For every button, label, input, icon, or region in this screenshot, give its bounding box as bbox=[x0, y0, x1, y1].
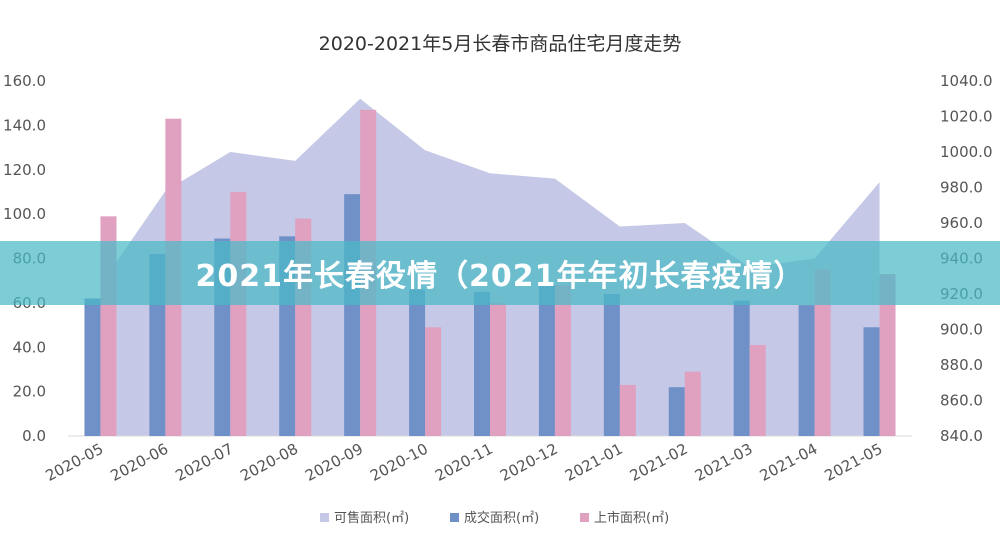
bar-listed-2021-01 bbox=[619, 384, 636, 436]
x-tick-label: 2021-04 bbox=[757, 440, 821, 485]
x-tick-label: 2020-08 bbox=[237, 440, 301, 485]
overlay-banner: 2021年长春役情（2021年年初长春疫情） bbox=[0, 241, 1000, 305]
legend-label: 可售面积(㎡) bbox=[334, 510, 409, 526]
bar-listed-2021-02 bbox=[684, 371, 701, 436]
x-tick-label: 2020-10 bbox=[367, 440, 431, 485]
legend-label: 上市面积(㎡) bbox=[594, 510, 669, 526]
right-tick-label: 1000.0 bbox=[940, 143, 993, 161]
x-tick-label: 2020-09 bbox=[302, 440, 366, 485]
legend-swatch bbox=[320, 513, 329, 522]
left-tick-label: 40.0 bbox=[13, 338, 46, 356]
x-tick-label: 2020-06 bbox=[107, 440, 171, 485]
left-tick-label: 140.0 bbox=[3, 116, 46, 134]
bar-transaction-2021-05 bbox=[863, 327, 880, 436]
bar-transaction-2020-09 bbox=[344, 194, 361, 436]
x-tick-label: 2020-12 bbox=[497, 440, 561, 485]
legend-swatch bbox=[580, 513, 589, 522]
x-tick-label: 2020-11 bbox=[432, 440, 496, 485]
bar-listed-2020-07 bbox=[230, 191, 247, 436]
left-tick-label: 160.0 bbox=[3, 72, 46, 90]
bar-listed-2020-12 bbox=[554, 285, 571, 436]
x-tick-label: 2020-05 bbox=[43, 440, 107, 485]
banner-text: 2021年长春役情（2021年年初长春疫情） bbox=[195, 259, 805, 294]
right-tick-label: 1020.0 bbox=[940, 108, 993, 126]
legend-swatch bbox=[450, 513, 459, 522]
right-tick-label: 900.0 bbox=[940, 321, 983, 339]
bar-transaction-2021-01 bbox=[603, 294, 620, 436]
x-tick-label: 2021-02 bbox=[627, 440, 691, 485]
x-tick-label: 2020-07 bbox=[172, 440, 236, 485]
right-tick-label: 840.0 bbox=[940, 427, 983, 445]
right-tick-label: 860.0 bbox=[940, 392, 983, 410]
bar-listed-2021-04 bbox=[814, 269, 831, 436]
left-tick-label: 0.0 bbox=[22, 427, 46, 445]
bar-transaction-2020-12 bbox=[538, 285, 555, 436]
bar-transaction-2021-04 bbox=[798, 305, 815, 436]
legend-label: 成交面积(㎡) bbox=[464, 510, 539, 526]
left-tick-label: 120.0 bbox=[3, 161, 46, 179]
bar-transaction-2021-03 bbox=[733, 300, 750, 436]
right-tick-label: 980.0 bbox=[940, 179, 983, 197]
left-tick-label: 20.0 bbox=[13, 383, 46, 401]
bar-listed-2021-05 bbox=[879, 274, 896, 436]
right-tick-label: 880.0 bbox=[940, 356, 983, 374]
x-tick-label: 2021-01 bbox=[562, 440, 626, 485]
left-tick-label: 100.0 bbox=[3, 205, 46, 223]
x-axis: 2020-05 2020-06 2020-07 2020-08 2020-09 2020-… bbox=[43, 440, 886, 485]
bar-transaction-2020-05 bbox=[84, 298, 101, 436]
bar-listed-2020-11 bbox=[490, 302, 506, 436]
bar-listed-2021-03 bbox=[749, 345, 766, 436]
bar-listed-2020-10 bbox=[425, 327, 442, 436]
right-tick-label: 960.0 bbox=[940, 214, 983, 232]
x-tick-label: 2021-03 bbox=[692, 440, 756, 485]
legend: 可售面积(㎡) 成交面积(㎡) 上市面积(㎡) bbox=[320, 510, 669, 526]
bar-transaction-2021-02 bbox=[668, 387, 685, 436]
chart-title: 2020-2021年5月长春市商品住宅月度走势 bbox=[319, 33, 682, 55]
bar-transaction-2020-10 bbox=[409, 289, 426, 436]
bar-transaction-2020-11 bbox=[474, 291, 490, 436]
right-tick-label: 1040.0 bbox=[940, 72, 993, 90]
x-tick-label: 2021-05 bbox=[822, 440, 886, 485]
